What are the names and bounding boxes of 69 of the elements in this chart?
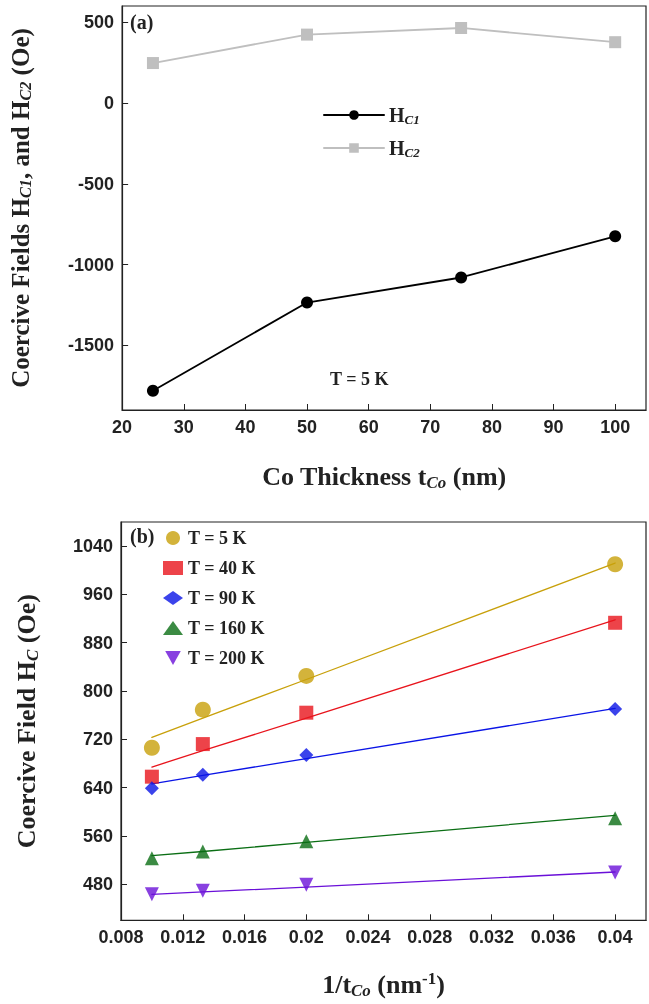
point xyxy=(455,271,468,284)
point xyxy=(299,705,314,720)
point xyxy=(143,739,160,756)
point xyxy=(455,21,468,34)
y-tick-label: 560 xyxy=(82,825,113,846)
y-tick-label: 800 xyxy=(82,680,113,701)
x-tick-label: 90 xyxy=(543,417,564,437)
point xyxy=(299,877,314,892)
y-tick-label: -1500 xyxy=(68,335,115,356)
point xyxy=(299,834,314,849)
y-tick-label: 480 xyxy=(82,874,113,895)
x-tick-label: 70 xyxy=(420,417,441,437)
point xyxy=(195,883,210,898)
y-tick-label: 640 xyxy=(82,777,113,798)
x-tick-label: 100 xyxy=(600,417,631,437)
point xyxy=(607,556,624,573)
point xyxy=(195,767,210,782)
x-tick-label: 30 xyxy=(173,417,194,437)
x-tick-label: 40 xyxy=(235,417,256,437)
y-tick-label: 880 xyxy=(82,632,113,653)
x-tick-label: 0.028 xyxy=(407,927,453,948)
x-tick-label: 0.016 xyxy=(222,927,268,948)
point xyxy=(146,384,159,397)
point xyxy=(195,844,210,859)
point xyxy=(144,887,159,902)
x-tick-label: 20 xyxy=(112,417,133,437)
legend-label: T = 40 K xyxy=(188,558,256,578)
chart-title: (a) xyxy=(130,11,154,34)
point xyxy=(144,769,159,784)
point xyxy=(609,36,622,49)
legend-label: T = 5 K xyxy=(188,528,247,548)
x-tick-label: 0.032 xyxy=(469,927,515,948)
point xyxy=(608,811,623,826)
x-tick-label: 80 xyxy=(481,417,502,437)
legend-label: T = 90 K xyxy=(188,588,256,608)
legend-label: T = 160 K xyxy=(188,618,265,638)
x-tick-label: 0.024 xyxy=(345,927,391,948)
legend-label: T = 200 K xyxy=(188,648,265,668)
point xyxy=(298,667,315,684)
x-tick-label: 0.04 xyxy=(597,927,633,948)
x-tick-label: 60 xyxy=(358,417,379,437)
y-tick-label: -1000 xyxy=(68,254,115,275)
point xyxy=(194,701,211,718)
y-tick-label: 1040 xyxy=(72,536,113,557)
y-tick-label: 720 xyxy=(82,729,113,750)
point xyxy=(608,865,623,880)
chart-title: (b) xyxy=(130,525,155,548)
x-tick-label: 0.036 xyxy=(530,927,576,948)
y-axis-title: Coercive Field HC (Oe) xyxy=(12,594,42,849)
point xyxy=(608,615,623,630)
x-tick-label: 50 xyxy=(297,417,318,437)
y-tick-label: 500 xyxy=(84,12,115,33)
y-tick-label: 960 xyxy=(82,584,113,605)
point xyxy=(301,296,314,309)
point xyxy=(301,28,314,41)
point xyxy=(144,851,159,866)
point xyxy=(144,781,159,796)
y-axis-title: Coercive Fields HC1, and HC2 (Oe) xyxy=(7,28,36,388)
point xyxy=(146,57,159,70)
point xyxy=(608,702,623,717)
point xyxy=(299,747,314,762)
point xyxy=(195,737,210,752)
y-tick-label: 0 xyxy=(104,92,115,113)
point xyxy=(609,230,622,243)
x-tick-label: 0.012 xyxy=(160,927,206,948)
y-tick-label: -500 xyxy=(78,173,115,194)
x-tick-label: 0.02 xyxy=(288,927,324,948)
x-tick-label: 0.008 xyxy=(98,927,144,948)
annotation: T = 5 K xyxy=(330,369,389,389)
